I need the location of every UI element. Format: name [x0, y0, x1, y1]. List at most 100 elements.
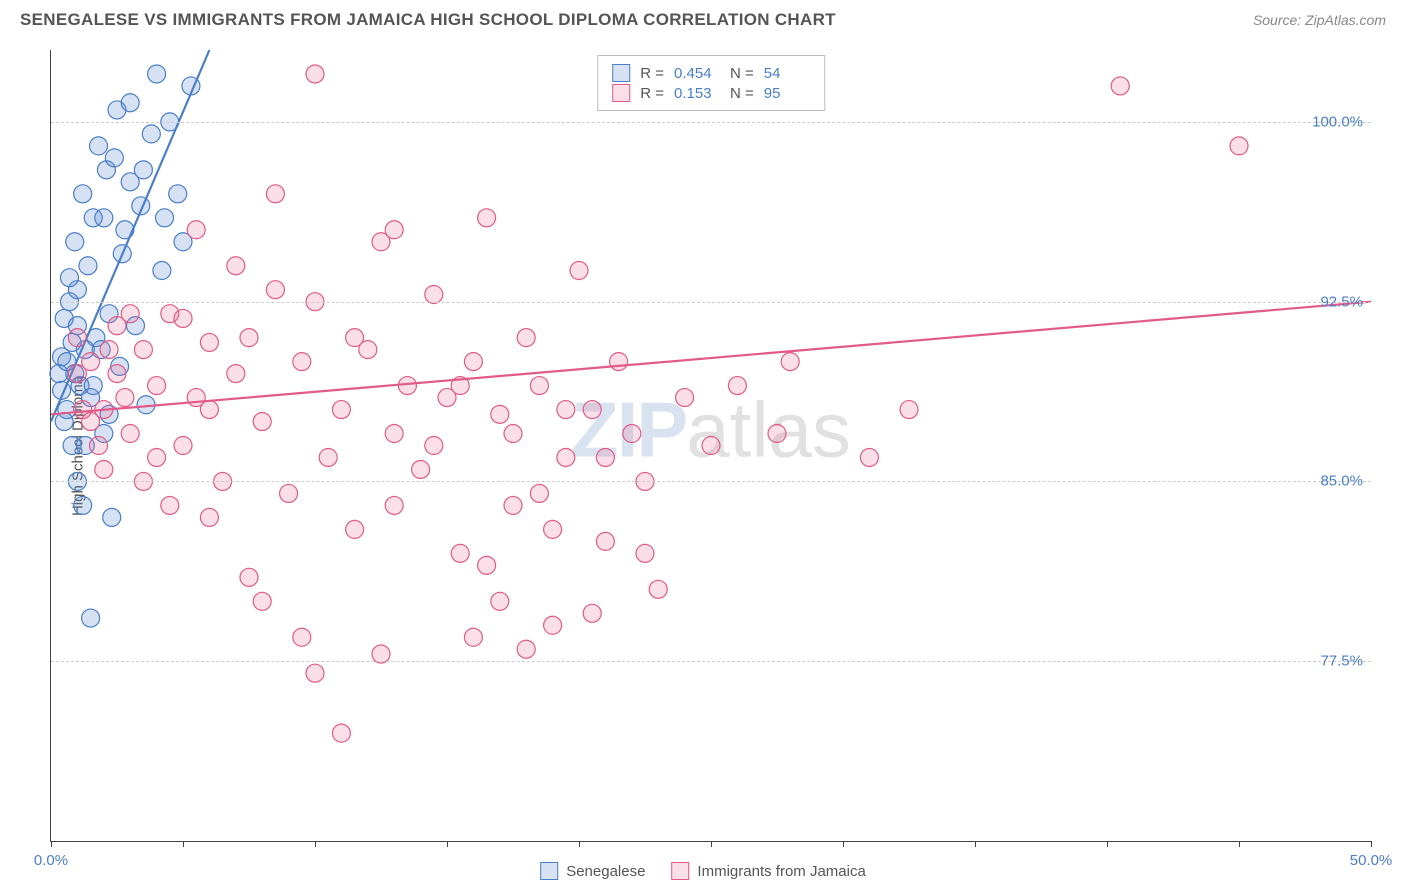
data-point — [68, 329, 86, 347]
gridline-h — [51, 661, 1371, 662]
data-point — [346, 329, 364, 347]
data-point — [781, 353, 799, 371]
data-point — [306, 664, 324, 682]
y-tick-label: 100.0% — [1312, 113, 1363, 130]
legend-swatch-series2 — [671, 862, 689, 880]
data-point — [74, 401, 92, 419]
r-label: R = — [640, 65, 664, 82]
n-value-series1: 54 — [764, 65, 810, 82]
data-point — [79, 257, 97, 275]
data-point — [266, 185, 284, 203]
stats-row-series2: R = 0.153 N = 95 — [612, 84, 810, 102]
data-point — [100, 341, 118, 359]
data-point — [649, 580, 667, 598]
legend-item-series2: Immigrants from Jamaica — [671, 862, 865, 880]
data-point — [82, 353, 100, 371]
data-point — [169, 185, 187, 203]
data-point — [90, 437, 108, 455]
data-point — [174, 437, 192, 455]
data-point — [728, 377, 746, 395]
stats-legend-box: R = 0.454 N = 54 R = 0.153 N = 95 — [597, 55, 825, 111]
data-point — [134, 341, 152, 359]
data-point — [121, 94, 139, 112]
data-point — [623, 425, 641, 443]
data-point — [346, 520, 364, 538]
data-point — [464, 353, 482, 371]
data-point — [55, 413, 73, 431]
data-point — [491, 592, 509, 610]
y-tick-label: 92.5% — [1320, 293, 1363, 310]
chart-header: SENEGALESE VS IMMIGRANTS FROM JAMAICA HI… — [0, 0, 1406, 38]
data-point — [478, 556, 496, 574]
data-point — [103, 508, 121, 526]
x-tick — [1239, 841, 1240, 847]
x-tick — [183, 841, 184, 847]
data-point — [900, 401, 918, 419]
data-point — [148, 448, 166, 466]
data-point — [266, 281, 284, 299]
data-point — [200, 333, 218, 351]
data-point — [596, 532, 614, 550]
data-point — [636, 544, 654, 562]
data-point — [583, 401, 601, 419]
data-point — [1230, 137, 1248, 155]
data-point — [332, 724, 350, 742]
data-point — [116, 389, 134, 407]
gridline-h — [51, 302, 1371, 303]
data-point — [134, 161, 152, 179]
data-point — [478, 209, 496, 227]
data-point — [530, 484, 548, 502]
data-point — [412, 460, 430, 478]
x-tick — [711, 841, 712, 847]
data-point — [121, 305, 139, 323]
data-point — [1111, 77, 1129, 95]
n-value-series2: 95 — [764, 85, 810, 102]
data-point — [293, 353, 311, 371]
data-point — [200, 508, 218, 526]
data-point — [610, 353, 628, 371]
trend-line — [51, 302, 1371, 415]
data-point — [319, 448, 337, 466]
data-point — [583, 604, 601, 622]
legend-item-series1: Senegalese — [540, 862, 645, 880]
data-point — [517, 640, 535, 658]
data-point — [253, 592, 271, 610]
data-point — [676, 389, 694, 407]
data-point — [451, 544, 469, 562]
data-point — [385, 425, 403, 443]
x-tick-label: 50.0% — [1350, 852, 1393, 869]
data-point — [174, 309, 192, 327]
legend-swatch-series1 — [540, 862, 558, 880]
data-point — [596, 448, 614, 466]
data-point — [544, 616, 562, 634]
data-point — [74, 185, 92, 203]
gridline-h — [51, 481, 1371, 482]
data-point — [200, 401, 218, 419]
data-point — [293, 628, 311, 646]
data-point — [108, 365, 126, 383]
data-point — [860, 448, 878, 466]
data-point — [105, 149, 123, 167]
data-point — [240, 568, 258, 586]
r-label: R = — [640, 85, 664, 102]
n-label: N = — [730, 65, 754, 82]
data-point — [425, 437, 443, 455]
data-point — [227, 257, 245, 275]
swatch-series1 — [612, 64, 630, 82]
y-tick-label: 85.0% — [1320, 473, 1363, 490]
data-point — [332, 401, 350, 419]
data-point — [148, 377, 166, 395]
data-point — [702, 437, 720, 455]
bottom-legend: Senegalese Immigrants from Jamaica — [540, 862, 866, 880]
data-point — [142, 125, 160, 143]
x-tick — [579, 841, 580, 847]
data-point — [121, 425, 139, 443]
data-point — [280, 484, 298, 502]
data-point — [90, 137, 108, 155]
data-point — [240, 329, 258, 347]
data-point — [82, 609, 100, 627]
data-point — [74, 496, 92, 514]
data-point — [768, 425, 786, 443]
x-tick — [975, 841, 976, 847]
data-point — [504, 496, 522, 514]
